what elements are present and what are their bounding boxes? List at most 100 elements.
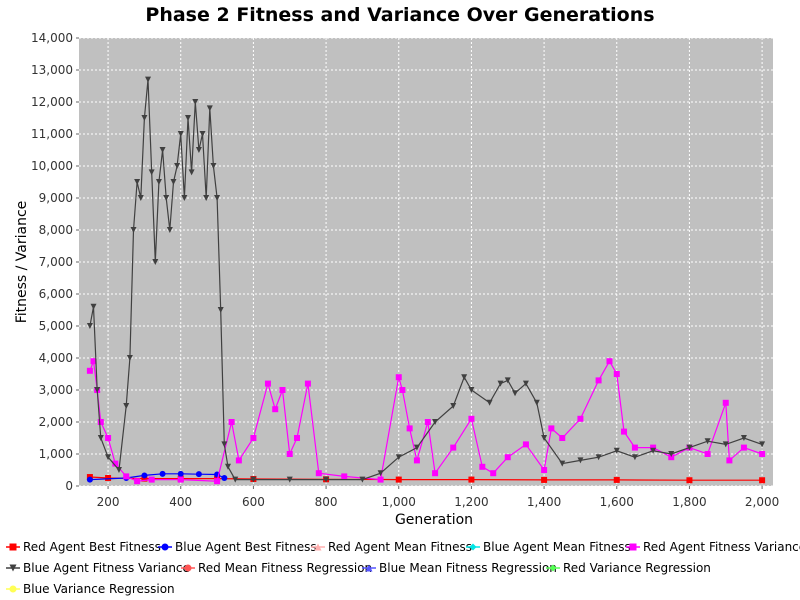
red-agent-fitness-variance-marker	[504, 454, 511, 461]
red-agent-best-fitness-marker	[759, 477, 766, 484]
legend-marker	[9, 564, 17, 572]
blue-agent-fitness-variance-marker	[163, 195, 170, 201]
x-tick-label: 2,000	[745, 495, 779, 509]
blue-agent-fitness-variance-marker	[94, 387, 101, 393]
blue-agent-fitness-variance-marker	[115, 467, 122, 473]
x-tick-label: 1,400	[527, 495, 561, 509]
legend-marker	[365, 564, 373, 572]
red-agent-fitness-variance-line	[89, 359, 763, 482]
legend-item-red-agent-mean-fitness: Red Agent Mean Fitness	[311, 540, 472, 554]
y-tick-label: 8,000	[39, 223, 73, 237]
series-marks	[86, 76, 766, 485]
blue-agent-fitness-variance-marker	[188, 169, 195, 176]
red-agent-fitness-variance-marker	[395, 374, 402, 381]
blue-agent-fitness-variance-marker	[152, 259, 159, 265]
y-tick-label: 13,000	[31, 63, 73, 77]
blue-agent-fitness-variance-marker	[595, 454, 602, 461]
legend-item-blue-agent-mean-fitness: Blue Agent Mean Fitness	[466, 540, 631, 554]
red-agent-fitness-variance-marker	[522, 441, 529, 448]
blue-agent-fitness-variance-marker	[199, 131, 206, 137]
legend-marker	[161, 543, 169, 551]
red-agent-best-fitness-marker	[686, 477, 693, 484]
red-agent-fitness-variance-marker	[235, 457, 242, 464]
blue-agent-fitness-variance-marker	[686, 444, 693, 451]
red-agent-best-fitness-marker	[468, 476, 475, 483]
blue-agent-fitness-variance-marker	[181, 195, 188, 201]
blue-agent-fitness-variance-marker	[497, 380, 504, 387]
blue-agent-best-fitness-marker	[159, 470, 166, 477]
legend-item-red-mean-fitness-regression: Red Mean Fitness Regression	[181, 561, 372, 575]
blue-agent-best-fitness-marker	[141, 472, 148, 479]
red-agent-fitness-variance-marker	[613, 371, 620, 377]
red-agent-fitness-variance-marker	[97, 419, 104, 425]
blue-agent-fitness-variance-marker	[533, 399, 540, 406]
blue-agent-best-fitness-marker	[195, 471, 202, 478]
blue-agent-fitness-variance-marker	[468, 387, 475, 393]
red-agent-fitness-variance-marker	[123, 473, 130, 480]
y-tick-label: 9,000	[39, 191, 73, 205]
legend-marker	[629, 543, 637, 551]
blue-agent-fitness-variance-marker	[155, 179, 162, 185]
red-agent-fitness-variance-marker	[86, 367, 93, 374]
legend-marker	[469, 543, 477, 551]
legend-marker	[314, 543, 322, 551]
red-agent-fitness-variance-marker	[264, 380, 271, 387]
y-tick-label: 5,000	[39, 319, 73, 333]
blue-agent-fitness-variance-marker	[461, 374, 468, 381]
blue-agent-fitness-variance-marker	[377, 470, 384, 477]
blue-agent-fitness-variance-marker	[359, 476, 366, 483]
red-agent-fitness-variance-marker	[304, 380, 311, 387]
red-agent-fitness-variance-marker	[468, 415, 475, 422]
y-tick-label: 12,000	[31, 95, 73, 109]
red-agent-fitness-variance-marker	[105, 435, 112, 441]
blue-agent-fitness-variance-marker	[221, 441, 228, 448]
blue-agent-fitness-variance-marker	[286, 476, 293, 483]
blue-agent-fitness-variance-marker	[90, 303, 97, 310]
legend-label: Red Variance Regression	[563, 561, 711, 575]
blue-agent-best-fitness-marker	[221, 475, 228, 481]
blue-agent-fitness-variance-marker	[137, 195, 144, 201]
blue-agent-best-fitness-marker	[86, 476, 93, 483]
blue-agent-fitness-variance-marker	[668, 451, 675, 457]
red-agent-fitness-variance-marker	[424, 419, 431, 425]
y-tick-label: 3,000	[39, 383, 73, 397]
blue-agent-fitness-variance-marker	[559, 460, 566, 467]
red-agent-fitness-variance-marker	[650, 444, 657, 451]
y-tick-label: 1,000	[39, 447, 73, 461]
x-tick-label: 600	[242, 495, 265, 509]
legend-item-red-agent-fitness-variance: Red Agent Fitness Variance	[626, 540, 800, 554]
legend-label: Red Agent Mean Fitness	[328, 540, 472, 554]
x-tick-label: 400	[169, 495, 192, 509]
red-agent-fitness-variance-marker	[726, 457, 733, 464]
red-agent-fitness-variance-marker	[559, 435, 566, 441]
blue-agent-fitness-variance-marker	[395, 454, 402, 461]
red-agent-best-fitness-marker	[613, 476, 620, 483]
red-agent-fitness-variance-marker	[450, 444, 457, 451]
legend-label: Blue Mean Fitness Regression	[379, 561, 557, 575]
legend: Red Agent Best Fitness Blue Agent Best Fi…	[6, 540, 800, 596]
blue-agent-fitness-variance-marker	[134, 179, 141, 185]
red-agent-fitness-variance-marker	[148, 476, 155, 483]
blue-agent-fitness-variance-marker	[170, 179, 177, 185]
legend-marker	[9, 543, 17, 551]
blue-agent-fitness-variance-marker	[174, 163, 181, 169]
blue-agent-fitness-variance-marker	[722, 441, 729, 448]
red-agent-fitness-variance-marker	[722, 399, 729, 406]
blue-agent-fitness-variance-marker	[224, 463, 231, 470]
blue-agent-fitness-variance-marker	[486, 399, 493, 406]
legend-label: Red Agent Fitness Variance	[643, 540, 800, 554]
red-agent-fitness-variance-marker	[228, 419, 235, 425]
red-agent-fitness-variance-marker	[621, 428, 628, 435]
legend-label: Red Agent Best Fitness	[23, 540, 161, 554]
blue-agent-fitness-variance-marker	[210, 163, 217, 169]
legend-item-blue-variance-regression: Blue Variance Regression	[6, 582, 175, 596]
blue-agent-fitness-variance-marker	[217, 307, 224, 313]
legend-item-red-agent-best-fitness: Red Agent Best Fitness	[6, 540, 161, 554]
red-agent-fitness-variance-marker	[759, 451, 766, 457]
blue-agent-fitness-variance-marker	[105, 454, 112, 461]
blue-agent-fitness-variance-marker	[504, 377, 511, 384]
legend-marker	[9, 585, 17, 593]
y-tick-label: 0	[65, 479, 73, 493]
red-agent-best-fitness-marker	[395, 476, 402, 483]
blue-agent-fitness-variance-marker	[148, 169, 155, 176]
